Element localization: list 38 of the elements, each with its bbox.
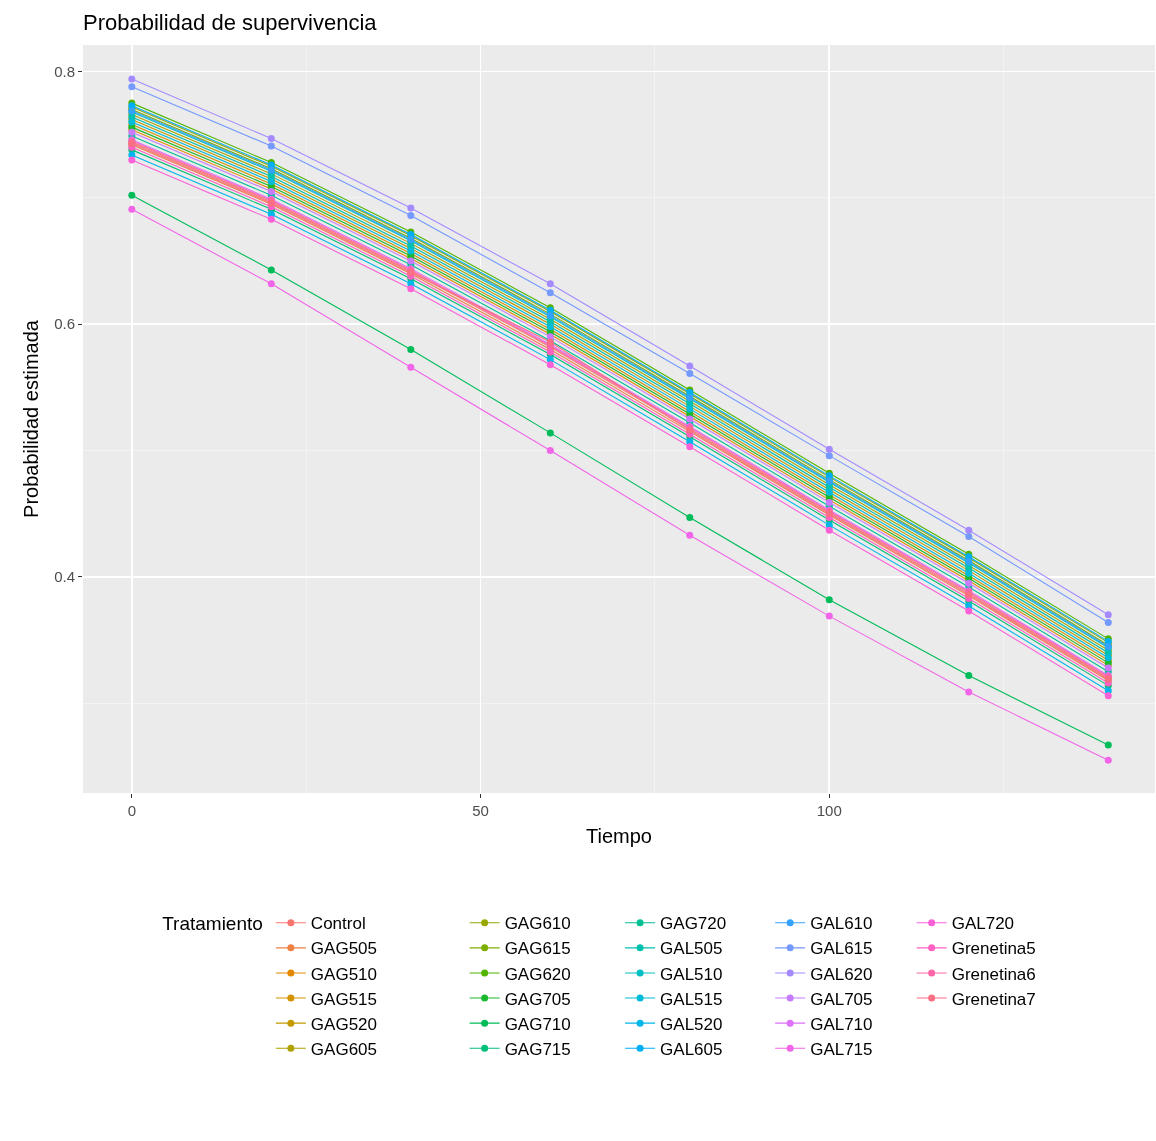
legend-label: GAG520 xyxy=(310,1014,378,1034)
x-tick-label: 100 xyxy=(816,802,842,819)
legend-label: Grenetina5 xyxy=(951,939,1036,959)
legend-label: GAL720 xyxy=(951,914,1015,934)
legend-label: GAL715 xyxy=(810,1039,873,1059)
legend-label: GAL620 xyxy=(810,964,873,984)
legend-label: GAL710 xyxy=(810,1014,873,1034)
y-tick-label: 0.6 xyxy=(54,315,75,333)
legend-title: Tratamiento xyxy=(162,912,263,934)
legend-label: GAL610 xyxy=(810,914,873,934)
legend-label: GAG610 xyxy=(504,914,571,934)
chart-title: Probabilidad de supervivencia xyxy=(83,9,378,35)
x-tick-label: 50 xyxy=(472,802,489,819)
legend-label: GAG505 xyxy=(310,939,378,959)
y-tick-label: 0.4 xyxy=(54,568,75,586)
legend-label: GAG620 xyxy=(504,964,571,984)
legend-label: GAG605 xyxy=(310,1039,378,1059)
legend-label: GAG515 xyxy=(310,989,378,1009)
legend-label: GAL615 xyxy=(810,939,873,959)
legend-label: GAG720 xyxy=(660,914,727,934)
legend-label: Grenetina7 xyxy=(951,989,1036,1009)
legend-label: GAG510 xyxy=(310,964,378,984)
legend-label: Control xyxy=(310,914,366,934)
legend-label: GAL510 xyxy=(660,964,723,984)
legend-label: GAL515 xyxy=(660,989,723,1009)
legend-label: GAL520 xyxy=(660,1014,723,1034)
legend-label: GAL605 xyxy=(660,1039,723,1059)
x-axis-title: Tiempo xyxy=(586,824,652,847)
legend-label: GAG715 xyxy=(504,1039,571,1059)
legend-label: Grenetina6 xyxy=(951,964,1036,984)
x-tick-label: 0 xyxy=(127,802,136,819)
legend-label: GAG710 xyxy=(504,1014,571,1034)
legend-label: GAL505 xyxy=(660,939,723,959)
legend-label: GAL705 xyxy=(810,989,873,1009)
y-axis-title: Probabilidad estimada xyxy=(19,319,42,518)
legend-label: GAG615 xyxy=(504,939,571,959)
legend-label: GAG705 xyxy=(504,989,571,1009)
y-tick-label: 0.8 xyxy=(54,62,75,80)
